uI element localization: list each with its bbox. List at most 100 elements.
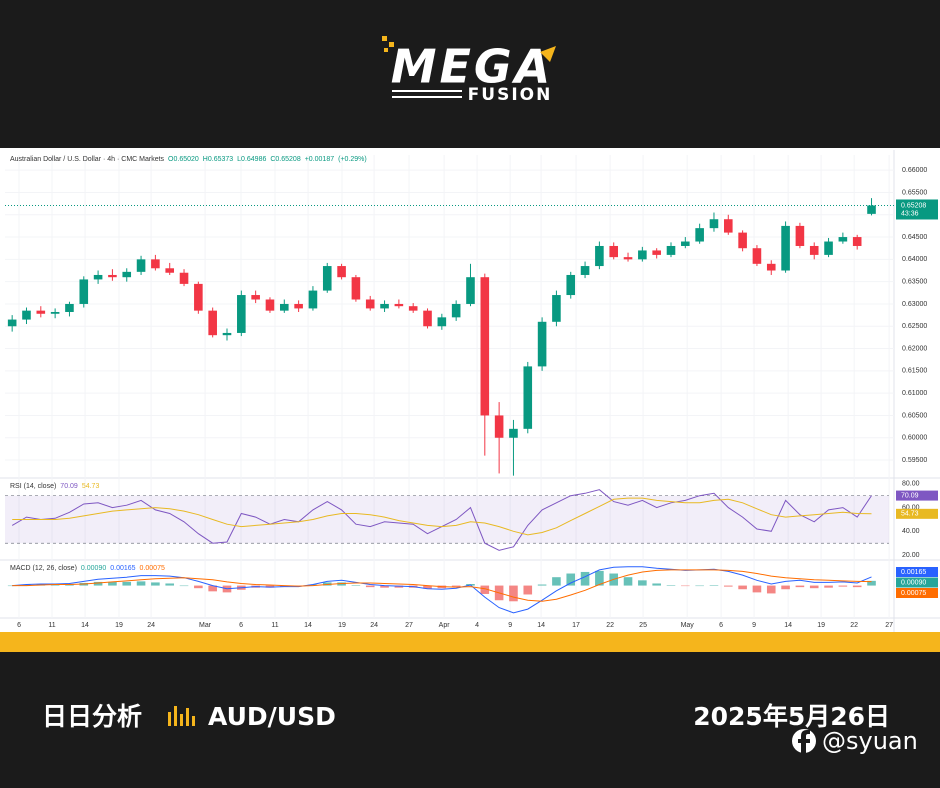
macd-histogram [365,585,375,588]
macd-histogram [136,581,146,586]
macd-histogram [451,585,461,587]
macd-histogram [738,585,747,590]
candle-body [838,237,848,242]
x-tick-label: 6 [719,622,723,629]
candle-body [93,274,103,280]
candle-body [580,266,590,275]
candle-body [752,248,762,264]
candle-body [867,205,876,214]
macd-histogram [194,585,203,589]
y-tick-label: 0.64000 [902,256,927,263]
candle-body [537,321,547,367]
candle-body [22,310,31,320]
price-tag-label: 0.65208 [901,202,926,209]
ohlc-readout: H0.65373 [203,156,233,163]
rsi-tag [896,490,938,501]
candle-body [136,259,146,272]
macd-tag-label: 0.00165 [901,569,926,576]
candle-body [265,299,275,311]
candle-body [437,317,447,327]
macd-tag-label: 0.00075 [901,590,926,597]
macd-histogram [165,583,175,586]
macd-histogram [322,582,332,586]
candle-body [65,303,74,312]
candle-body [609,245,619,258]
candle-body [666,245,676,255]
x-tick-label: 6 [239,622,243,629]
ohlc-readout: C0.65208 [270,156,300,163]
footer-pair: AUD/USD [208,702,336,731]
macd-line [12,566,872,614]
candle-body [681,241,690,246]
x-tick-label: May [681,622,695,629]
candle-body [509,428,518,438]
candle-body [480,277,490,416]
candle-body [423,310,432,327]
candle-body [251,295,260,300]
y-tick-label: 40.00 [902,528,920,535]
candle-body [408,306,418,311]
x-tick-label: 11 [48,622,55,629]
candle-body [194,283,203,311]
candle-body [380,303,389,309]
macd-histogram [709,585,719,586]
candle-body [709,219,719,229]
rsi-band [5,495,889,544]
rsi-tag [896,508,938,519]
candle-body [208,310,217,336]
candle-body [394,303,404,307]
macd-histogram [723,585,733,587]
footer-bg [0,652,940,788]
macd-histogram [838,585,848,587]
accent-band [0,632,940,652]
logo-sub: FUSION [468,85,553,105]
indicator-header: RSI (14, close) 70.09 54.73 [10,483,99,490]
candle-body [351,277,361,300]
candle-body [652,250,661,255]
rsi-tag-label: 70.09 [901,492,919,499]
candle-body [279,303,289,311]
y-tick-label: 0.60500 [902,412,927,419]
macd-histogram [50,585,60,586]
candle-body [365,299,375,309]
candle-body [308,290,318,309]
macd-histogram [65,584,74,586]
indicator-readout: 0.00075 [140,565,165,572]
candle-body [523,366,533,429]
candle-body [766,263,776,271]
bars-icon [168,706,195,726]
candle-body [466,277,475,304]
macd-histogram [781,585,790,590]
x-tick-label: 24 [147,622,155,629]
logo-dot [382,36,387,41]
candle-body [165,268,175,273]
x-tick-label: Mar [199,622,212,629]
x-tick-label: 9 [508,622,512,629]
macd-histogram [595,570,604,586]
x-tick-label: 14 [304,622,312,629]
chart-bg [0,148,940,632]
macd-histogram [795,585,805,588]
macd-histogram [523,585,533,595]
trading-chart: 6 11 14 19 24 Mar 6 11 14 19 24 27 Apr 4 9 14 17 22 25 May 6… [0,150,940,632]
macd-histogram [852,585,862,588]
x-tick-label: 19 [338,622,346,629]
facebook-glyph [798,730,810,753]
y-tick-label: 0.61000 [902,390,927,397]
ohlc-readout: L0.64986 [237,156,266,163]
macd-histogram [108,581,117,586]
x-tick-label: 19 [817,622,825,629]
macd-histogram [480,585,490,594]
candle-body [222,332,232,336]
macd-tag-label: 0.00090 [901,579,926,586]
y-tick-label: 0.60000 [902,435,927,442]
candle-body [36,310,46,314]
candle-body [695,228,704,242]
candle-body [595,245,604,267]
candle-body [151,259,160,269]
candle-body [852,237,862,246]
y-tick-label: 80.00 [902,481,920,488]
price-tag [896,199,938,220]
candle-body [108,274,117,278]
